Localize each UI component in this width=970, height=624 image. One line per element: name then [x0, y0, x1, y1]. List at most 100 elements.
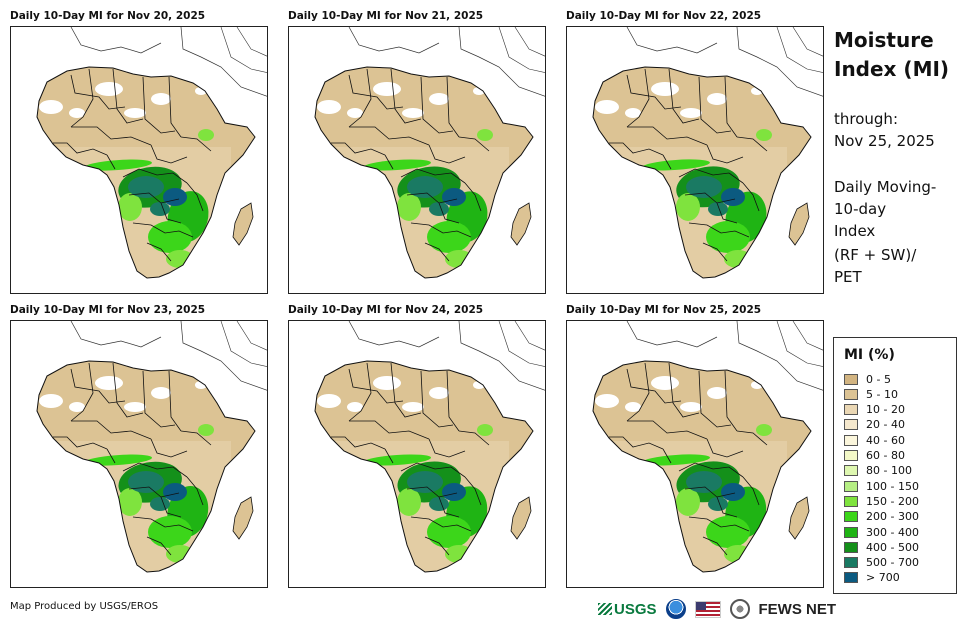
- dry-patch: [95, 376, 123, 390]
- country-border: [702, 242, 728, 262]
- country-border: [160, 496, 182, 518]
- middle-east-borders: [776, 27, 823, 73]
- country-border: [609, 142, 664, 156]
- country-border: [132, 516, 194, 532]
- country-border: [678, 168, 744, 184]
- legend-item: > 700: [844, 571, 900, 585]
- country-border: [106, 448, 116, 464]
- logo-bar: USGS FEWS NET: [598, 597, 836, 621]
- moisture-zone: [708, 202, 728, 216]
- dry-patch: [347, 402, 363, 412]
- formula-line2: PET: [834, 268, 862, 286]
- map-panel-5: [288, 320, 546, 588]
- dry-patch: [95, 82, 123, 96]
- moisture-zone: [128, 176, 164, 198]
- country-border: [410, 222, 472, 238]
- moisture-zone: [756, 424, 772, 436]
- moisture-zone: [163, 483, 187, 501]
- moisture-zone: [84, 454, 152, 466]
- africa-map-1: [36, 27, 267, 279]
- country-border: [349, 126, 430, 146]
- moisture-zone: [477, 424, 493, 436]
- dry-patch: [151, 93, 171, 105]
- dry-patch: [429, 93, 449, 105]
- country-border: [150, 438, 188, 458]
- moisture-zone: [407, 471, 443, 493]
- country-border: [428, 144, 466, 164]
- country-border: [464, 182, 482, 212]
- panel-title-4: Daily 10-Day MI for Nov 23, 2025: [10, 304, 206, 316]
- legend-label: 0 - 5: [866, 372, 891, 386]
- africa-map-3: [592, 27, 823, 279]
- country-border: [706, 144, 744, 164]
- moisture-zone: [118, 193, 142, 221]
- moisture-zone: [721, 188, 745, 206]
- country-border: [146, 536, 172, 556]
- moisture-zone: [477, 129, 493, 141]
- legend-label: 300 - 400: [866, 525, 919, 539]
- country-border: [668, 68, 700, 124]
- map-panel-6: [566, 320, 824, 588]
- country-border: [716, 202, 738, 224]
- country-border: [724, 370, 738, 432]
- country-border: [684, 486, 736, 498]
- country-border: [70, 68, 94, 128]
- country-border: [186, 476, 204, 506]
- legend-title: MI (%): [844, 347, 895, 363]
- panel-title-2: Daily 10-Day MI for Nov 21, 2025: [288, 10, 484, 22]
- description-line1: Daily Moving-: [834, 178, 937, 196]
- panel-title-6: Daily 10-Day MI for Nov 25, 2025: [566, 304, 762, 316]
- dry-patch: [124, 108, 146, 118]
- dry-patch: [373, 376, 401, 390]
- eurasia-coast: [458, 321, 545, 391]
- dry-patch: [595, 394, 619, 408]
- dry-patch: [625, 108, 641, 118]
- legend-item: 80 - 100: [844, 464, 912, 478]
- country-border: [168, 76, 182, 138]
- panel-title-1: Daily 10-Day MI for Nov 20, 2025: [10, 10, 206, 22]
- legend-item: 60 - 80: [844, 449, 905, 463]
- country-border: [128, 486, 180, 498]
- country-border: [742, 476, 760, 506]
- europe-coast: [626, 27, 718, 54]
- country-border: [132, 222, 194, 238]
- moisture-zone: [397, 193, 421, 221]
- legend-item: 100 - 150: [844, 479, 919, 493]
- country-border: [446, 370, 460, 432]
- country-border: [446, 76, 460, 138]
- eurasia-coast: [458, 27, 545, 97]
- country-border: [736, 430, 768, 446]
- moisture-zone: [166, 250, 194, 268]
- country-border: [424, 536, 450, 556]
- dry-patch: [69, 402, 85, 412]
- moisture-zone: [442, 188, 466, 206]
- moisture-zone: [676, 488, 700, 516]
- legend-swatch: [844, 572, 858, 584]
- moisture-zone: [363, 454, 431, 466]
- dry-patch: [317, 394, 341, 408]
- africa-coastline: [36, 360, 256, 573]
- legend-label: 80 - 100: [866, 464, 912, 478]
- dry-patch: [651, 82, 679, 96]
- dry-patch: [402, 402, 424, 412]
- legend-swatch: [844, 526, 858, 538]
- country-border: [424, 242, 450, 262]
- moisture-zone: [407, 176, 443, 198]
- country-border: [390, 68, 422, 124]
- moisture-zone: [363, 159, 431, 171]
- country-border: [142, 370, 176, 428]
- legend-item: 500 - 700: [844, 556, 919, 570]
- map-panel-4: [10, 320, 268, 588]
- country-border: [70, 362, 94, 422]
- eurasia-coast: [736, 321, 823, 391]
- europe-coast: [348, 27, 440, 54]
- country-border: [122, 168, 188, 184]
- country-border: [331, 436, 386, 450]
- moisture-zone: [429, 497, 449, 511]
- country-border: [627, 420, 708, 440]
- moisture-zone: [756, 129, 772, 141]
- country-border: [698, 370, 732, 428]
- country-border: [142, 76, 176, 134]
- fews-net-logo: FEWS NET: [758, 600, 837, 618]
